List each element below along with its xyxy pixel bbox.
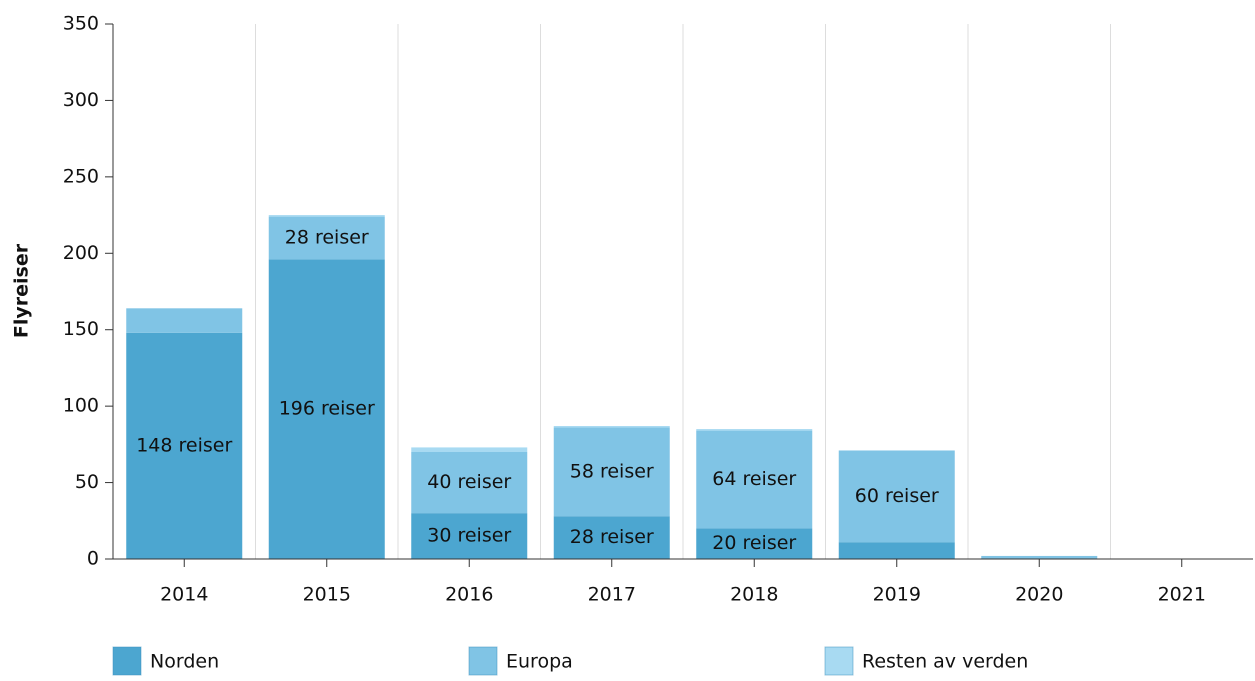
- data-label: 28 reiser: [570, 526, 654, 548]
- bar-segment: [696, 429, 813, 431]
- data-label: 64 reiser: [712, 468, 796, 490]
- data-label: 58 reiser: [570, 460, 654, 482]
- y-tick-label: 50: [75, 471, 99, 493]
- bar-segment: [553, 426, 670, 428]
- x-tick-label: 2017: [588, 584, 636, 606]
- y-tick-label: 350: [63, 13, 99, 35]
- legend-label: Resten av verden: [862, 651, 1028, 673]
- bar-segment: [553, 516, 670, 559]
- y-axis-label: Flyreiser: [11, 243, 33, 338]
- bar-segment: [696, 430, 813, 529]
- bar-segment: [981, 555, 1098, 559]
- y-tick-label: 150: [63, 318, 99, 340]
- bar-segment: [126, 332, 243, 559]
- data-label: 30 reiser: [427, 525, 511, 547]
- data-label: 40 reiser: [427, 471, 511, 493]
- legend-label: Norden: [150, 651, 219, 673]
- y-tick-label: 250: [63, 165, 99, 187]
- bar-segment: [838, 450, 955, 543]
- x-tick-label: 2014: [160, 584, 208, 606]
- bar-segment: [838, 542, 955, 559]
- x-tick-label: 2016: [445, 584, 493, 606]
- x-tick-label: 2020: [1015, 584, 1063, 606]
- x-tick-label: 2021: [1158, 584, 1206, 606]
- x-tick-label: 2015: [303, 584, 351, 606]
- legend-swatch: [468, 646, 498, 676]
- data-label: 196 reiser: [279, 398, 375, 420]
- data-label: 28 reiser: [285, 227, 369, 249]
- legend-label: Europa: [506, 651, 573, 673]
- x-tick-label: 2019: [873, 584, 921, 606]
- bar-segment: [268, 259, 385, 559]
- y-tick-label: 300: [63, 89, 99, 111]
- data-label: 148 reiser: [136, 434, 232, 456]
- bar-segment: [268, 215, 385, 217]
- y-tick-label: 100: [63, 395, 99, 417]
- data-label: 60 reiser: [855, 485, 939, 507]
- bar-segment: [696, 528, 813, 559]
- bar-segment: [268, 216, 385, 260]
- bar-segment: [411, 452, 528, 514]
- legend-swatch: [824, 646, 854, 676]
- data-label: 20 reiser: [712, 532, 796, 554]
- bar-segment: [411, 513, 528, 559]
- bar-segment: [126, 308, 243, 333]
- x-tick-label: 2018: [730, 584, 778, 606]
- legend-swatch: [112, 646, 142, 676]
- bar-segment: [553, 427, 670, 517]
- bar-segment: [411, 447, 528, 452]
- y-tick-label: 0: [87, 548, 99, 570]
- y-tick-label: 200: [63, 242, 99, 264]
